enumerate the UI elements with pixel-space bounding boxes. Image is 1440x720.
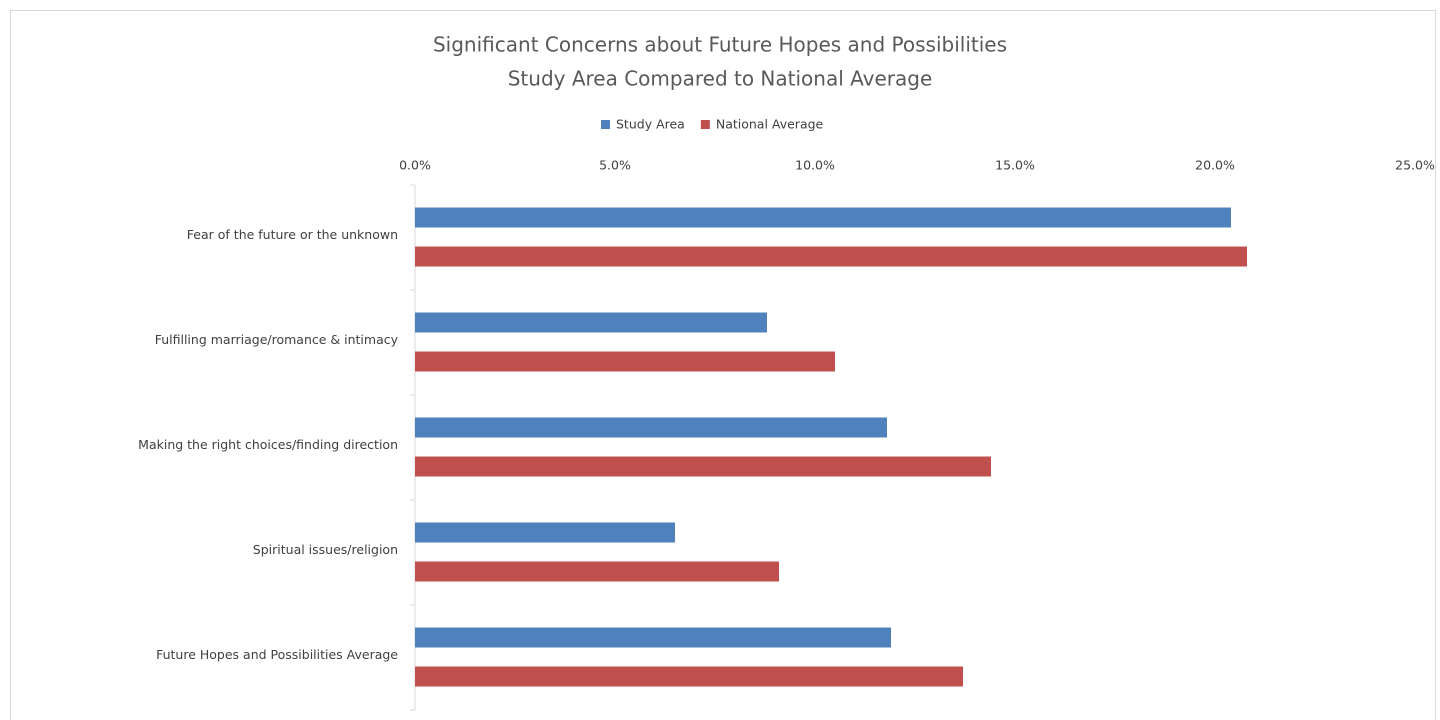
legend-label: Study Area xyxy=(616,117,685,132)
bar xyxy=(415,522,675,543)
x-tick-label: 20.0% xyxy=(1195,158,1235,173)
bar xyxy=(415,417,887,438)
bar xyxy=(415,627,891,648)
x-tick-label: 5.0% xyxy=(599,158,631,173)
bar xyxy=(415,207,1231,228)
bar xyxy=(415,312,767,333)
bar xyxy=(415,666,963,687)
y-tick-label: Fear of the future or the unknown xyxy=(187,227,398,242)
legend-label: National Average xyxy=(716,117,824,132)
legend-swatch xyxy=(601,120,610,129)
bar xyxy=(415,246,1247,267)
y-tick-label: Spiritual issues/religion xyxy=(253,542,398,557)
legend-swatch xyxy=(700,120,710,129)
bar xyxy=(415,561,779,582)
x-tick-label: 15.0% xyxy=(995,158,1035,173)
x-tick-label: 10.0% xyxy=(795,158,835,173)
bar xyxy=(415,456,991,477)
x-tick-label: 0.0% xyxy=(399,158,431,173)
y-tick-label: Making the right choices/finding directi… xyxy=(138,437,398,452)
x-tick-label: 25.0% xyxy=(1395,158,1435,173)
chart-subtitle: Study Area Compared to National Average xyxy=(508,67,933,91)
chart-title: Significant Concerns about Future Hopes … xyxy=(433,33,1007,57)
bar xyxy=(415,351,835,372)
y-tick-label: Future Hopes and Possibilities Average xyxy=(156,647,398,662)
y-tick-label: Fulfilling marriage/romance & intimacy xyxy=(155,332,399,347)
